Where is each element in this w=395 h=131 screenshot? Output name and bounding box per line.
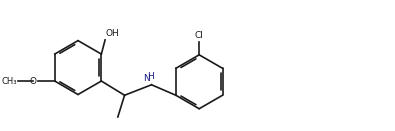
- Text: OH: OH: [106, 29, 120, 38]
- Text: O: O: [29, 77, 36, 86]
- Text: Cl: Cl: [195, 31, 203, 40]
- Text: N: N: [143, 74, 150, 83]
- Text: H: H: [147, 72, 154, 81]
- Text: CH₃: CH₃: [2, 77, 17, 86]
